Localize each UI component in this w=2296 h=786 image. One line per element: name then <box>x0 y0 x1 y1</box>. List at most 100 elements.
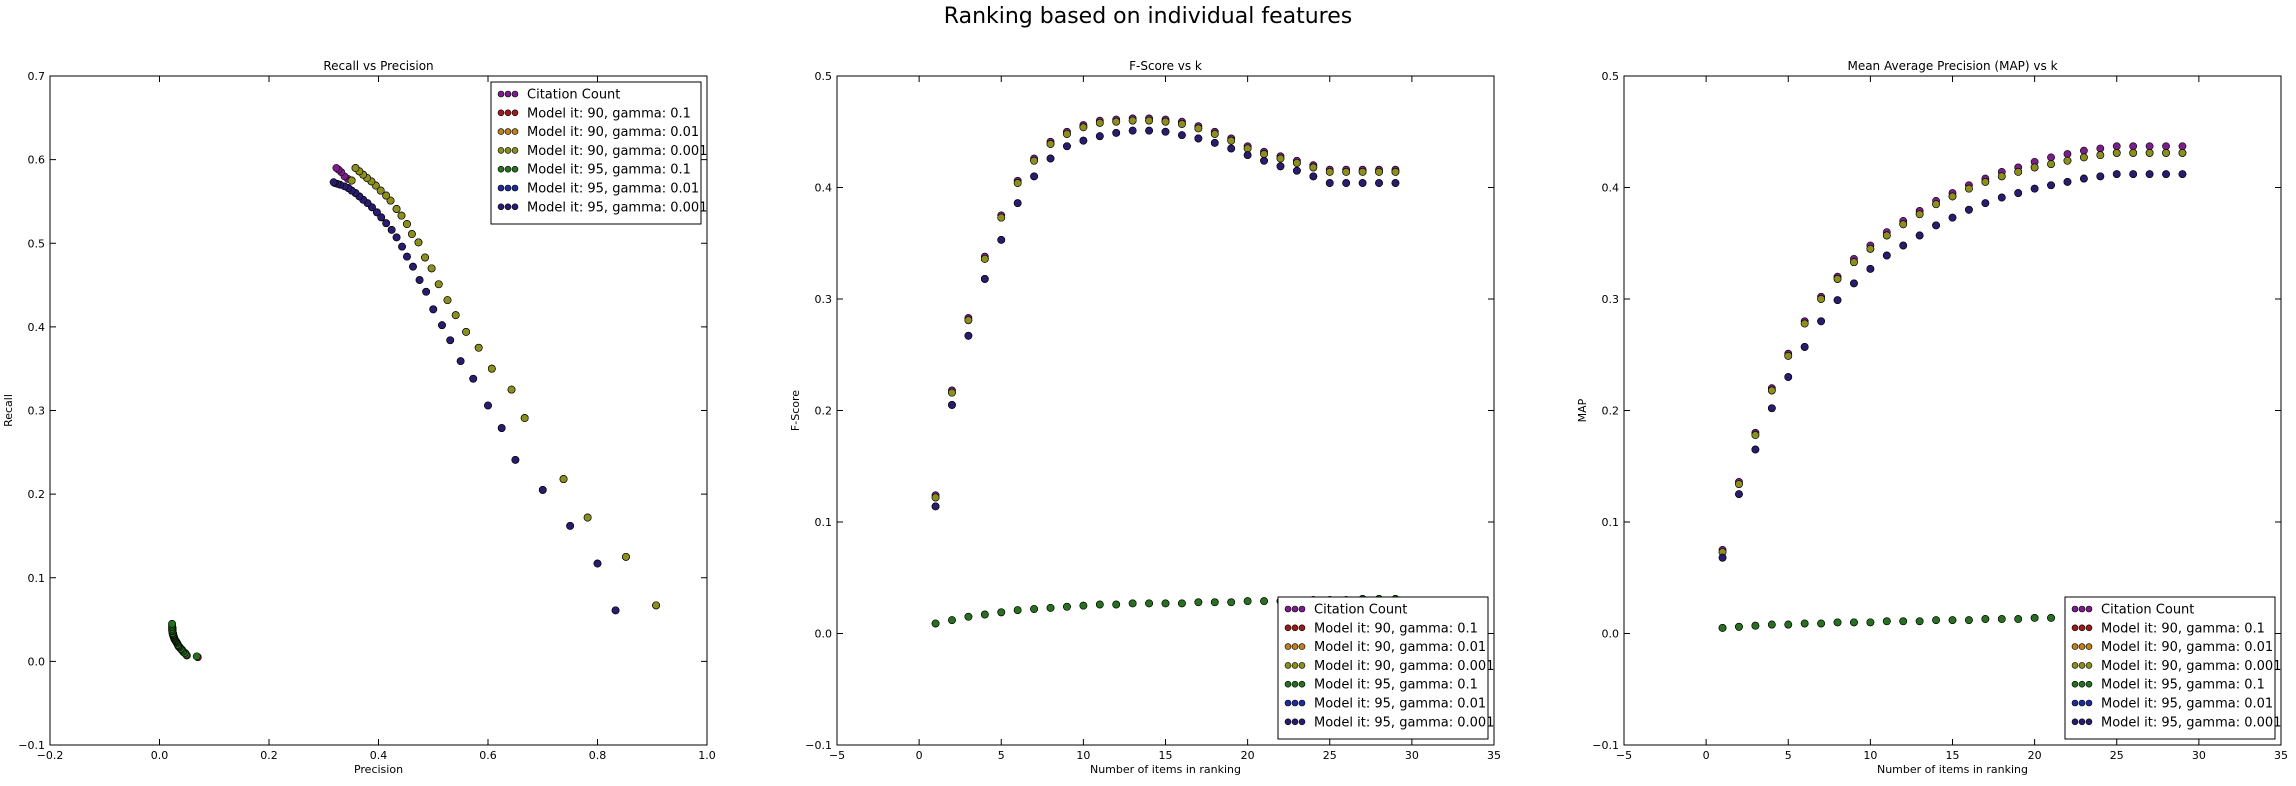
data-point <box>398 242 406 251</box>
data-point <box>1293 159 1301 167</box>
data-point <box>980 275 989 283</box>
legend-marker <box>497 128 505 135</box>
legend-marker <box>1284 718 1292 726</box>
data-point <box>407 230 416 238</box>
legend-item: Model it: 95, gamma: 0.001 <box>497 200 707 215</box>
data-point <box>2047 153 2055 162</box>
data-point <box>1243 597 1252 606</box>
data-point <box>1145 116 1153 125</box>
legend-label: Model it: 90, gamma: 0.01 <box>527 125 699 140</box>
data-point <box>438 321 446 330</box>
data-point <box>1817 619 1825 628</box>
data-point <box>382 219 391 228</box>
legend-marker <box>2085 718 2093 726</box>
x-tick-label: 20 <box>2028 749 2042 762</box>
chart-panel-3: Mean Average Precision (MAP) vs k −5 0 5 10 1… <box>1576 59 2288 776</box>
data-point <box>948 401 956 409</box>
legend: Citation Count Model it: 90, gamma: 0.1 Mo… <box>490 81 707 225</box>
y-tick-label: 0.5 <box>1602 70 1620 83</box>
data-point <box>1391 179 1400 187</box>
data-point <box>511 455 520 464</box>
data-point <box>1030 605 1038 613</box>
legend-marker <box>1291 718 1299 726</box>
legend-marker <box>497 165 505 173</box>
x-tick-label: 0 <box>1703 749 1710 762</box>
data-point <box>414 238 423 247</box>
data-point <box>427 264 436 273</box>
data-point <box>2030 613 2039 622</box>
legend-label: Model it: 95, gamma: 0.01 <box>1314 697 1486 712</box>
data-point <box>1997 615 2006 623</box>
data-point <box>2030 163 2039 172</box>
legend-label: Model it: 90, gamma: 0.001 <box>1314 659 1494 674</box>
data-point <box>2145 142 2154 151</box>
x-tick-label: −0.2 <box>37 749 64 762</box>
x-tick-label: 5 <box>1785 749 1792 762</box>
y-tick-label: 0.1 <box>28 572 46 585</box>
data-point <box>2047 181 2055 190</box>
legend-item: Model it: 90, gamma: 0.1 <box>497 106 691 121</box>
data-point <box>1784 620 1793 629</box>
data-point <box>611 606 620 615</box>
data-point <box>1375 179 1383 187</box>
data-point <box>1178 131 1186 139</box>
legend-marker <box>504 184 512 192</box>
data-point <box>1882 251 1891 260</box>
data-point <box>2162 170 2170 179</box>
legend-item: Citation Count <box>497 88 620 103</box>
data-point <box>2162 149 2170 157</box>
data-point <box>403 220 411 228</box>
data-point <box>2047 160 2055 168</box>
legend-label: Model it: 90, gamma: 0.1 <box>527 106 691 121</box>
legend-marker <box>1298 699 1306 707</box>
legend-box <box>490 81 702 225</box>
data-point <box>1784 351 1793 360</box>
data-point <box>462 327 470 336</box>
data-point <box>1145 126 1153 135</box>
y-tick-label: 0.5 <box>815 70 833 83</box>
legend-marker <box>511 165 519 173</box>
legend-marker <box>2071 718 2079 726</box>
y-tick-label: 0.3 <box>1602 293 1620 306</box>
data-point <box>1194 598 1203 607</box>
data-points <box>931 114 1400 628</box>
legend-label: Model it: 95, gamma: 0.001 <box>2101 715 2281 730</box>
data-point <box>1079 136 1088 145</box>
x-tick-label: 0.8 <box>589 749 607 762</box>
data-point <box>1309 172 1318 181</box>
data-point <box>377 213 386 222</box>
y-tick-label: −0.1 <box>18 739 45 752</box>
x-tick-label: 25 <box>1323 749 1337 762</box>
data-point <box>1817 317 1825 326</box>
chart-panel-1: Recall vs Precision −0.2 0.0 0.2 0.4 0.6 0.8 1.… <box>2 59 716 776</box>
data-point <box>192 652 201 661</box>
legend-marker <box>511 90 519 98</box>
data-point <box>1358 179 1367 187</box>
data-point <box>1276 162 1285 171</box>
y-axis-label: Recall <box>2 394 15 427</box>
data-point <box>1899 220 1908 229</box>
legend-marker <box>2078 718 2086 726</box>
data-point <box>1718 624 1727 632</box>
legend-marker <box>2085 662 2093 669</box>
legend-marker <box>511 128 519 135</box>
data-point <box>1751 621 1760 630</box>
data-point <box>1735 480 1743 488</box>
data-point <box>2178 149 2187 157</box>
data-point <box>1833 618 1842 627</box>
data-point <box>1046 154 1055 163</box>
data-point <box>1342 167 1351 176</box>
x-axis-label: Precision <box>354 763 403 776</box>
legend-label: Model it: 90, gamma: 0.1 <box>2101 621 2265 636</box>
legend: Citation Count Model it: 90, gamma: 0.1 Mo… <box>2064 596 2281 740</box>
x-tick-label: 35 <box>1487 749 1501 762</box>
legend-item: Citation Count <box>1284 603 1407 618</box>
legend-item: Model it: 95, gamma: 0.1 <box>2071 678 2265 693</box>
legend-label: Model it: 90, gamma: 0.001 <box>527 144 707 159</box>
data-point <box>1866 244 1875 253</box>
chart-title: Recall vs Precision <box>323 59 433 73</box>
data-point <box>520 414 529 422</box>
data-point <box>1309 163 1318 172</box>
x-axis-label: Number of items in ranking <box>1090 763 1241 776</box>
data-point <box>2047 613 2055 622</box>
